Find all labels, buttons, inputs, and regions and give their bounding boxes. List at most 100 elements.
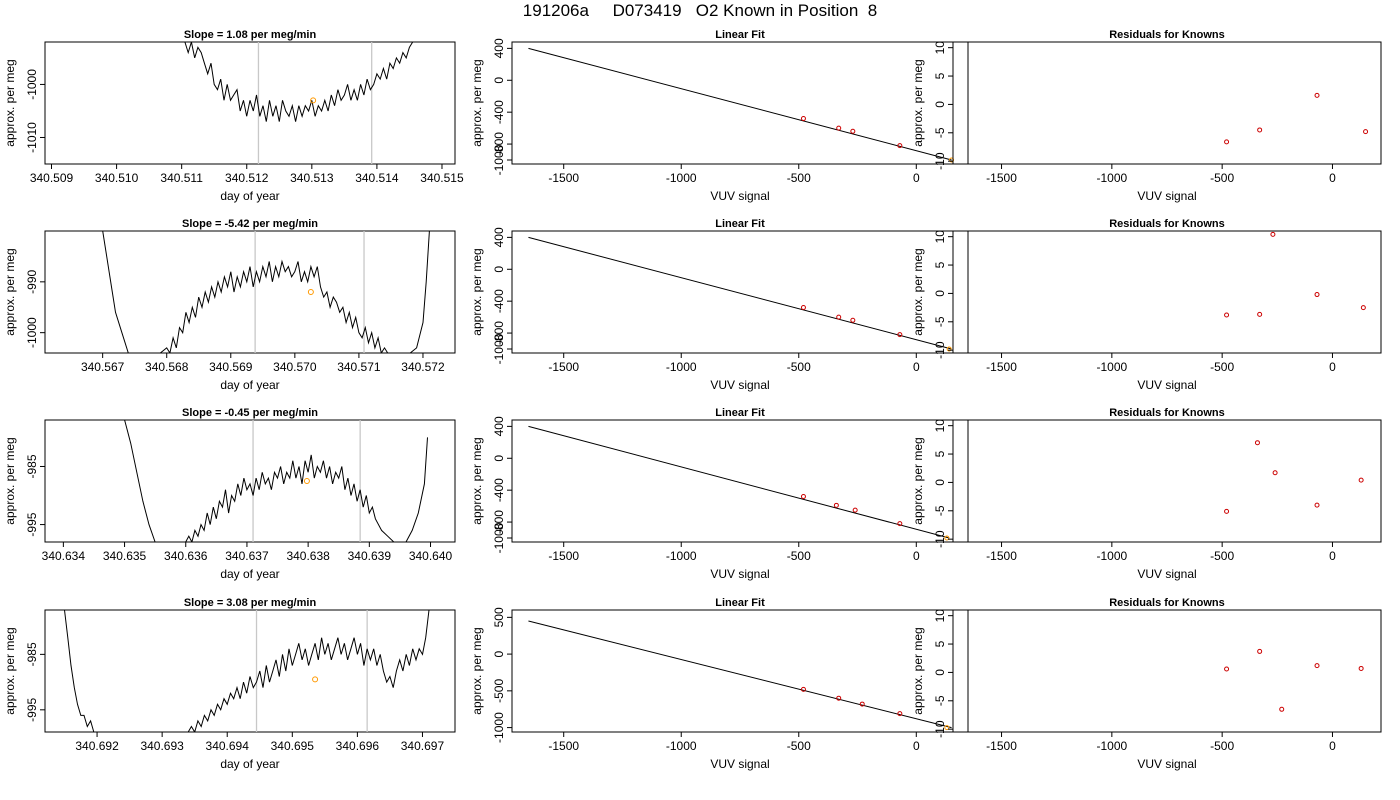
y-tick-label: -10 bbox=[933, 152, 947, 170]
known-point bbox=[1314, 92, 1320, 98]
known-point bbox=[800, 116, 806, 122]
known-point bbox=[1257, 127, 1263, 133]
y-tick-label: -5 bbox=[933, 316, 947, 327]
series-line bbox=[124, 420, 428, 542]
x-tick-label: 0 bbox=[1329, 360, 1336, 374]
y-tick-label: 5 bbox=[933, 72, 947, 79]
y-tick-label: 0 bbox=[933, 101, 947, 108]
x-tick-label: 340.638 bbox=[286, 549, 330, 563]
series-line bbox=[64, 610, 433, 732]
x-tick-label: 0 bbox=[1329, 171, 1336, 185]
mean-marker bbox=[307, 289, 314, 295]
plot-area bbox=[1224, 648, 1364, 712]
x-tick-label: 0 bbox=[1329, 549, 1336, 563]
known-point bbox=[1358, 665, 1364, 671]
y-tick-label: -5 bbox=[933, 127, 947, 138]
y-tick-label: -400 bbox=[492, 478, 506, 502]
x-tick-label: -1000 bbox=[1096, 549, 1127, 563]
y-tick-label: -1000 bbox=[492, 333, 506, 364]
plot-frame bbox=[952, 41, 1382, 165]
y-tick-label: 0 bbox=[492, 266, 506, 273]
x-axis-label: day of year bbox=[220, 189, 279, 203]
panel-3-residuals: Residuals for Knowns-1500 -1000 -500 0-10-5… bbox=[911, 407, 1382, 581]
known-point bbox=[897, 332, 903, 338]
known-point bbox=[1257, 648, 1263, 654]
x-axis-label: VUV signal bbox=[1137, 757, 1196, 771]
x-tick-label: -1500 bbox=[986, 360, 1017, 374]
x-tick-label: 340.697 bbox=[401, 739, 445, 753]
x-tick-label: 340.514 bbox=[355, 171, 399, 185]
x-tick-label: -500 bbox=[1210, 739, 1234, 753]
y-tick-label: 5 bbox=[933, 261, 947, 268]
x-tick-label: 340.637 bbox=[225, 549, 269, 563]
plot-frame bbox=[511, 41, 969, 165]
y-tick-label: -1000 bbox=[25, 317, 39, 348]
panel-4-timeseries: Slope = 3.08 per meg/min 340.692 340.693 34… bbox=[3, 597, 456, 771]
y-axis-label: approx. per meg bbox=[470, 248, 484, 335]
y-axis-label: approx. per meg bbox=[3, 437, 17, 524]
y-axis-label: approx. per meg bbox=[470, 59, 484, 146]
y-tick-label: 5 bbox=[933, 450, 947, 457]
x-axis-label: VUV signal bbox=[1137, 378, 1196, 392]
plot-frame bbox=[511, 609, 969, 733]
x-tick-label: -1000 bbox=[666, 360, 697, 374]
x-tick-label: 340.571 bbox=[337, 360, 381, 374]
x-tick-label: 340.572 bbox=[401, 360, 445, 374]
known-point bbox=[800, 494, 806, 500]
panel-1-fit: Linear Fit-1500 -1000 -500 0-1000-800-40004… bbox=[470, 29, 969, 203]
known-point bbox=[1314, 502, 1320, 508]
x-tick-label: 0 bbox=[913, 360, 920, 374]
x-tick-label: 340.639 bbox=[348, 549, 392, 563]
y-axis-label: approx. per meg bbox=[470, 627, 484, 714]
x-axis-label: VUV signal bbox=[710, 189, 769, 203]
fit-line bbox=[528, 620, 952, 729]
known-point bbox=[1272, 470, 1278, 476]
x-tick-label: 340.510 bbox=[95, 171, 139, 185]
panel-1-residuals: Residuals for Knowns-1500 -1000 -500 0-10-5… bbox=[911, 29, 1382, 203]
x-tick-label: 340.635 bbox=[103, 549, 147, 563]
panel-title: Residuals for Knowns bbox=[1109, 407, 1225, 419]
x-tick-label: -1500 bbox=[548, 739, 579, 753]
y-tick-label: -10 bbox=[933, 530, 947, 548]
panel-title: Slope = 3.08 per meg/min bbox=[184, 597, 317, 609]
panel-4-residuals: Residuals for Knowns-1500 -1000 -500 0-10-5… bbox=[911, 597, 1382, 771]
panel-3-timeseries: Slope = -0.45 per meg/min 340.634 340.635 3… bbox=[3, 407, 456, 581]
y-tick-label: 0 bbox=[492, 650, 506, 657]
panel-3-fit: Linear Fit-1500 -1000 -500 0-1000-800-40004… bbox=[470, 407, 969, 581]
plot-area bbox=[1224, 440, 1364, 514]
plot-area bbox=[184, 42, 414, 164]
plot-frame bbox=[952, 419, 1382, 543]
panel-2-fit: Linear Fit-1500 -1000 -500 0-1000-800-40004… bbox=[470, 218, 969, 392]
panel-title: Slope = 1.08 per meg/min bbox=[184, 29, 317, 41]
x-tick-label: -500 bbox=[787, 360, 811, 374]
y-tick-label: 10 bbox=[933, 230, 947, 244]
y-axis-label: approx. per meg bbox=[911, 59, 925, 146]
known-point bbox=[1254, 440, 1260, 446]
panel-4-fit: Linear Fit -1500 -1000 -500 0 -1000 -500 0 500 VU… bbox=[470, 597, 969, 771]
known-point bbox=[800, 305, 806, 311]
panel-title: Residuals for Knowns bbox=[1109, 29, 1225, 41]
plot-frame bbox=[44, 230, 456, 354]
known-point bbox=[1314, 663, 1320, 669]
y-tick-label: 0 bbox=[492, 455, 506, 462]
x-tick-label: 340.513 bbox=[290, 171, 334, 185]
known-point bbox=[1224, 508, 1230, 514]
y-axis-label: approx. per meg bbox=[911, 437, 925, 524]
y-tick-label: 400 bbox=[492, 38, 506, 58]
plot-area bbox=[102, 231, 430, 353]
x-axis-label: day of year bbox=[220, 378, 279, 392]
fit-line bbox=[528, 47, 952, 161]
y-tick-label: -995 bbox=[25, 512, 39, 536]
known-point bbox=[897, 711, 903, 717]
y-tick-label: 400 bbox=[492, 227, 506, 247]
known-point bbox=[897, 521, 903, 527]
known-point bbox=[850, 317, 856, 323]
x-tick-label: 340.515 bbox=[420, 171, 464, 185]
y-tick-label: -5 bbox=[933, 505, 947, 516]
y-axis-label: approx. per meg bbox=[3, 59, 17, 146]
x-tick-label: 340.693 bbox=[140, 739, 184, 753]
y-tick-label: -800 bbox=[492, 132, 506, 156]
y-tick-label: 400 bbox=[492, 416, 506, 436]
y-axis-label: approx. per meg bbox=[3, 248, 17, 335]
x-tick-label: -1500 bbox=[548, 360, 579, 374]
